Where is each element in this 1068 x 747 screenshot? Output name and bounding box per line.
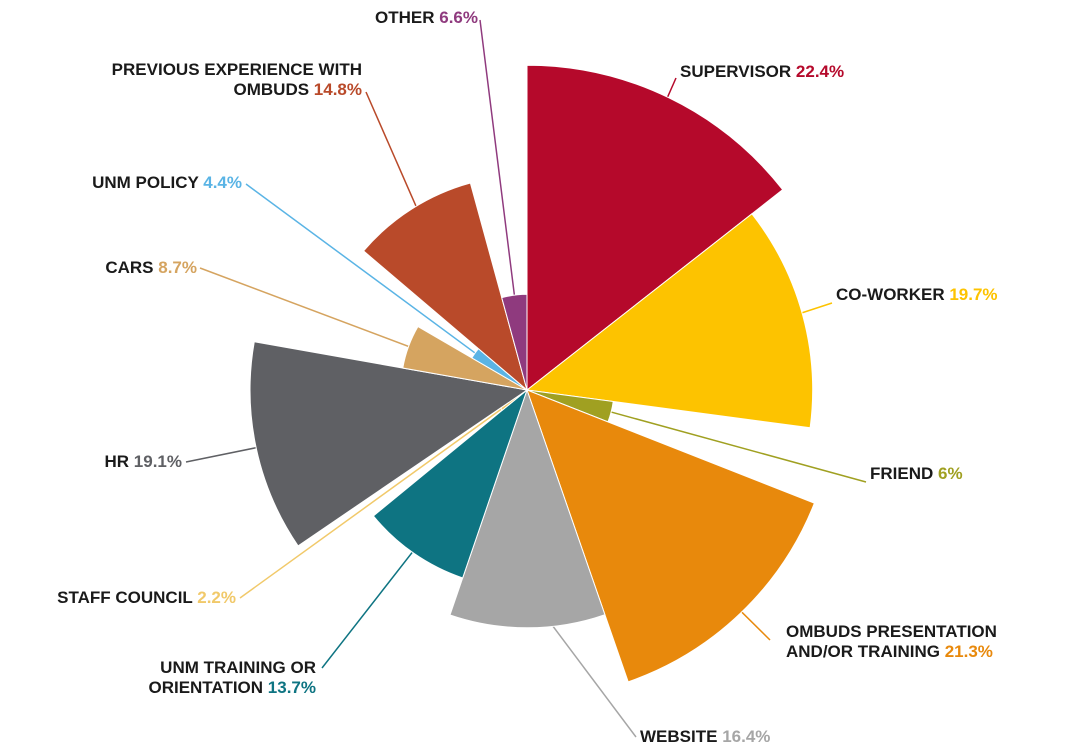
value-label: 2.2% bbox=[197, 588, 236, 607]
value-label: 22.4% bbox=[795, 62, 845, 81]
category-name: CARS bbox=[105, 258, 154, 277]
category-name: OMBUDS PRESENTATION AND/OR TRAINING bbox=[786, 622, 997, 661]
value-label: 8.7% bbox=[158, 258, 197, 277]
value-label: 6% bbox=[938, 464, 963, 483]
slice-label: HR 19.1% bbox=[40, 452, 183, 472]
slice-label: CO-WORKER 19.7% bbox=[836, 285, 1068, 305]
slice-label: SUPERVISOR 22.4% bbox=[680, 62, 920, 82]
slice-label: OMBUDS PRESENTATION AND/OR TRAINING 21.3… bbox=[786, 622, 1066, 662]
wedge bbox=[449, 388, 606, 629]
value-label: 21.3% bbox=[944, 642, 993, 661]
category-name: UNM POLICY bbox=[92, 173, 199, 192]
slice-label: PREVIOUS EXPERIENCE WITH OMBUDS 14.8% bbox=[100, 60, 362, 100]
wedge bbox=[249, 341, 529, 547]
wedge bbox=[526, 389, 816, 683]
leader-line bbox=[245, 183, 484, 360]
wedge bbox=[501, 293, 528, 391]
value-label: 4.4% bbox=[203, 173, 242, 192]
leader-line bbox=[199, 267, 427, 354]
wedge bbox=[362, 182, 528, 392]
slice-label: FRIEND 6% bbox=[870, 464, 1010, 484]
slice-label: OTHER 6.6% bbox=[300, 8, 478, 28]
category-name: UNM TRAINING OR ORIENTATION bbox=[148, 658, 316, 697]
leader-line bbox=[239, 405, 506, 599]
wedge bbox=[402, 325, 528, 391]
slice-label: WEBSITE 16.4% bbox=[640, 727, 840, 747]
wedge bbox=[526, 64, 784, 392]
slice-label: CARS 8.7% bbox=[40, 258, 197, 278]
value-label: 19.7% bbox=[949, 285, 998, 304]
value-label: 13.7% bbox=[267, 678, 316, 697]
category-name: STAFF COUNCIL bbox=[57, 588, 193, 607]
category-name: HR bbox=[104, 452, 130, 471]
wedge bbox=[525, 213, 814, 429]
slice-label: UNM TRAINING OR ORIENTATION 13.7% bbox=[60, 658, 316, 698]
value-label: 19.1% bbox=[133, 452, 182, 471]
category-name: SUPERVISOR bbox=[680, 62, 792, 81]
leader-line bbox=[479, 19, 517, 310]
wedge bbox=[372, 388, 529, 579]
category-name: PREVIOUS EXPERIENCE WITH OMBUDS bbox=[111, 60, 362, 99]
value-label: 6.6% bbox=[439, 8, 478, 27]
category-name: OTHER bbox=[375, 8, 435, 27]
category-name: FRIEND bbox=[870, 464, 934, 483]
slice-label: STAFF COUNCIL 2.2% bbox=[0, 588, 236, 608]
slice-label: UNM POLICY 4.4% bbox=[20, 173, 242, 193]
category-name: CO-WORKER bbox=[836, 285, 945, 304]
leader-line bbox=[598, 407, 867, 483]
value-label: 14.8% bbox=[313, 80, 362, 99]
value-label: 16.4% bbox=[722, 727, 771, 746]
category-name: WEBSITE bbox=[640, 727, 718, 746]
